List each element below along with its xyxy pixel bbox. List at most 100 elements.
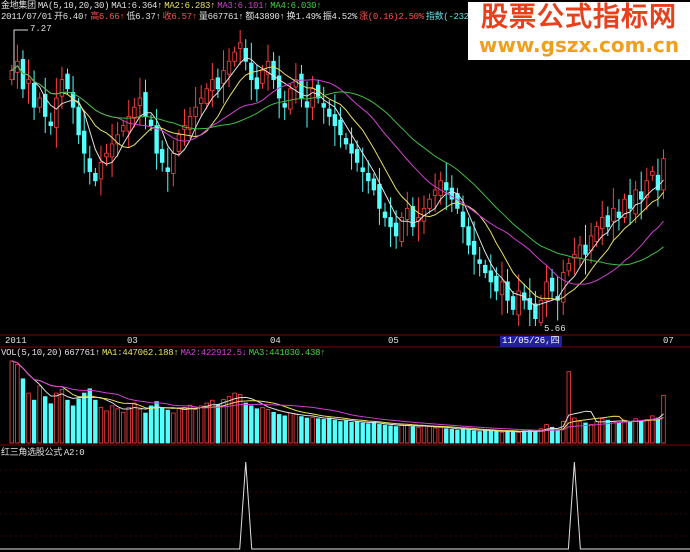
- candle-body: [527, 298, 533, 310]
- volume-bar: [321, 419, 326, 444]
- candle-body: [533, 303, 538, 320]
- quote-high: 高6.66↑: [90, 12, 125, 22]
- candle-body: [204, 88, 209, 104]
- price-max-label: 7.27: [30, 24, 52, 34]
- candle-body: [488, 270, 494, 283]
- volume-bar: [566, 371, 571, 444]
- volume-bar: [165, 409, 170, 444]
- candle-body: [594, 226, 599, 242]
- axis-month-2: 04: [270, 336, 281, 346]
- volume-bar: [48, 403, 53, 444]
- candle-body: [254, 77, 260, 90]
- axis-month-1: 03: [127, 336, 138, 346]
- volume-bar: [427, 426, 432, 444]
- volume-bar: [382, 424, 388, 444]
- volume-bar: [349, 421, 354, 444]
- candle-body: [59, 79, 65, 97]
- candle-body: [505, 281, 510, 301]
- quote-open: 开6.40↑: [54, 12, 89, 22]
- candle-body: [388, 217, 393, 228]
- candle-body: [271, 60, 276, 81]
- candle-body: [76, 106, 81, 136]
- candle-body: [516, 290, 521, 316]
- volume-bar: [132, 402, 137, 444]
- vol-ma20-line: [11, 360, 664, 431]
- candle-body: [477, 259, 482, 264]
- volume-bar: [265, 409, 271, 444]
- candle-body: [600, 217, 605, 229]
- candle-body: [165, 167, 170, 172]
- candle-body: [215, 77, 221, 90]
- ma10-line: [11, 65, 664, 301]
- volume-bar: [388, 425, 393, 444]
- candle-body: [121, 125, 126, 132]
- volume-bar: [70, 405, 76, 444]
- volume-bar: [399, 424, 404, 444]
- candle-body: [577, 244, 583, 259]
- ma1-value: MA1:6.364↑: [111, 1, 163, 11]
- volume-bar: [210, 399, 215, 444]
- volume-bar: [115, 408, 120, 444]
- candle-body: [304, 101, 310, 108]
- volume-bar: [315, 418, 321, 444]
- candle-body: [410, 206, 416, 228]
- vol-ma3: MA3:441030.438↑: [248, 348, 326, 358]
- candle-body: [432, 189, 438, 196]
- volume-bar: [343, 420, 349, 444]
- candle-body: [93, 173, 98, 182]
- volume-bar: [499, 431, 505, 444]
- vol-value: 667761↑: [64, 348, 100, 358]
- candle-body: [661, 158, 666, 191]
- candle-body: [210, 79, 215, 92]
- candle-body: [115, 134, 120, 145]
- candle-body: [633, 189, 638, 215]
- quote-change: 涨(0.16)2.50%: [359, 12, 424, 22]
- ma4-value: MA4:6.030↑: [270, 1, 322, 11]
- volume-bar: [237, 394, 243, 444]
- candle-body: [566, 263, 571, 272]
- volume-bar: [98, 406, 104, 444]
- candle-body: [349, 143, 354, 154]
- candle-body: [104, 152, 109, 158]
- candle-body: [232, 51, 237, 62]
- candle-body: [187, 116, 193, 130]
- volume-bar: [438, 426, 443, 444]
- volume-bar: [310, 416, 315, 444]
- volume-bar: [644, 419, 649, 444]
- volume-bar: [9, 360, 14, 444]
- candle-body: [494, 275, 499, 292]
- ma20-line: [11, 65, 664, 285]
- candle-body: [82, 130, 87, 154]
- volume-bar: [533, 431, 538, 444]
- volume-bar: [583, 422, 588, 444]
- candle-body: [655, 174, 661, 191]
- candle-body: [226, 60, 232, 75]
- stock-name: 金地集团: [1, 1, 36, 11]
- candle-body: [583, 244, 588, 255]
- volume-bar: [460, 428, 466, 444]
- indicator-label: 红三角选股公式: [1, 448, 62, 458]
- volume-bar: [405, 424, 410, 444]
- volume-bar: [527, 429, 533, 444]
- vol-ma1: MA1:447062.188↑: [101, 348, 179, 358]
- indicator-line: [0, 461, 690, 550]
- candle-body: [471, 241, 477, 255]
- candle-body: [544, 281, 549, 301]
- volume-bar: [327, 417, 332, 444]
- axis-month-3: 05: [388, 336, 399, 346]
- volume-bar: [282, 415, 287, 444]
- volume-bar: [304, 417, 310, 444]
- volume-bar: [488, 430, 494, 444]
- volume-bar: [544, 424, 549, 444]
- ma-label: MA(5,10,20,30): [37, 1, 110, 11]
- volume-bar: [54, 392, 59, 444]
- candle-body: [31, 82, 37, 108]
- quote-date: 2011/07/01: [1, 12, 53, 22]
- candle-body: [460, 211, 466, 228]
- volume-bar: [193, 409, 198, 444]
- volume-bar: [616, 422, 622, 444]
- volume-bar: [65, 399, 70, 444]
- candle-body: [616, 211, 622, 218]
- volume-bar: [561, 421, 566, 444]
- volume-bar: [31, 399, 37, 444]
